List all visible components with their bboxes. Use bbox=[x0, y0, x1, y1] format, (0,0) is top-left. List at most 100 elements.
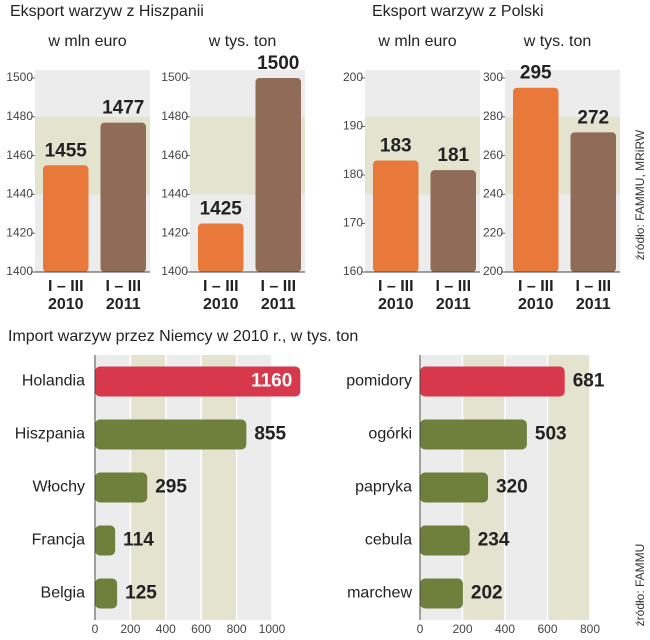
period-label: I – III bbox=[378, 278, 414, 295]
value-label: 202 bbox=[471, 583, 503, 604]
y-tick-label: 1460 bbox=[6, 148, 33, 162]
value-label: 295 bbox=[155, 477, 187, 498]
category-label: Hiszpania bbox=[15, 426, 85, 443]
period-label: I – III bbox=[518, 278, 554, 295]
x-tick-label: 600 bbox=[537, 622, 557, 636]
value-label: 1160 bbox=[251, 371, 292, 392]
y-tick-label: 170 bbox=[343, 216, 363, 230]
category-label: cebula bbox=[365, 532, 412, 549]
heading: Import warzyw przez Niemcy w 2010 r., w … bbox=[8, 328, 358, 345]
bar bbox=[255, 78, 301, 272]
subtitle: w mln euro bbox=[377, 33, 456, 50]
y-tick-label: 180 bbox=[343, 167, 363, 181]
source: źródło: FAMMU bbox=[633, 544, 647, 627]
bar bbox=[430, 170, 476, 272]
category-label: ogórki bbox=[368, 426, 412, 443]
x-tick-label: 400 bbox=[495, 622, 515, 636]
subtitle: w tys. ton bbox=[523, 33, 592, 50]
heading: Eksport warzyw z Hiszpanii bbox=[10, 3, 204, 20]
y-tick-label: 300 bbox=[483, 70, 503, 84]
period-label: I – III bbox=[48, 278, 84, 295]
value-label: 181 bbox=[437, 145, 469, 166]
period-label: I – III bbox=[575, 278, 611, 295]
y-tick-label: 200 bbox=[483, 264, 503, 278]
value-label: 234 bbox=[478, 530, 510, 551]
x-tick-label: 2010 bbox=[48, 296, 84, 313]
bar bbox=[420, 419, 527, 450]
category-label: marchew bbox=[347, 585, 412, 602]
value-label: 295 bbox=[520, 63, 552, 84]
bar bbox=[95, 578, 118, 609]
y-tick-label: 1400 bbox=[161, 264, 188, 278]
y-tick-label: 1420 bbox=[161, 225, 188, 239]
category-label: Francja bbox=[32, 532, 85, 549]
bar bbox=[95, 525, 116, 556]
x-tick-label: 800 bbox=[227, 622, 247, 636]
plot-band bbox=[201, 355, 237, 620]
x-tick-label: 800 bbox=[580, 622, 600, 636]
y-tick-label: 200 bbox=[343, 70, 363, 84]
period-label: I – III bbox=[435, 278, 471, 295]
y-tick-label: 1460 bbox=[161, 148, 188, 162]
bar bbox=[100, 122, 146, 273]
value-label: 1425 bbox=[200, 199, 243, 220]
y-tick-label: 1480 bbox=[161, 109, 188, 123]
y-tick-label: 190 bbox=[343, 119, 363, 133]
y-tick-label: 160 bbox=[343, 264, 363, 278]
period-label: I – III bbox=[105, 278, 141, 295]
x-tick-label: 600 bbox=[191, 622, 211, 636]
value-label: 1477 bbox=[102, 98, 144, 119]
y-tick-label: 1400 bbox=[6, 264, 33, 278]
value-label: 1455 bbox=[45, 140, 88, 161]
y-tick-label: 1500 bbox=[161, 70, 188, 84]
value-label: 855 bbox=[254, 424, 286, 445]
category-label: Holandia bbox=[22, 373, 85, 390]
x-tick-label: 2011 bbox=[261, 296, 296, 313]
category-label: papryka bbox=[355, 479, 412, 496]
source: źródło: FAMMU, MRiRW bbox=[633, 129, 647, 260]
y-tick-label: 260 bbox=[483, 148, 503, 162]
x-tick-label: 2011 bbox=[106, 296, 141, 313]
bar bbox=[420, 366, 565, 397]
x-tick-label: 2011 bbox=[576, 296, 611, 313]
category-label: pomidory bbox=[346, 373, 412, 390]
bar bbox=[513, 87, 559, 272]
y-tick-label: 220 bbox=[483, 225, 503, 239]
bar bbox=[95, 472, 148, 503]
x-tick-label: 400 bbox=[156, 622, 176, 636]
x-tick-label: 2010 bbox=[203, 296, 239, 313]
x-tick-label: 1000 bbox=[259, 622, 286, 636]
value-label: 125 bbox=[125, 583, 157, 604]
y-tick-label: 240 bbox=[483, 187, 503, 201]
value-label: 320 bbox=[496, 477, 528, 498]
x-tick-label: 2010 bbox=[378, 296, 414, 313]
x-tick-label: 200 bbox=[120, 622, 140, 636]
y-tick-label: 1500 bbox=[6, 70, 33, 84]
bar bbox=[373, 160, 419, 272]
period-label: I – III bbox=[203, 278, 239, 295]
y-tick-label: 1480 bbox=[6, 109, 33, 123]
x-tick-label: 0 bbox=[92, 622, 99, 636]
value-label: 1500 bbox=[257, 53, 299, 74]
bar bbox=[420, 472, 488, 503]
y-tick-label: 1420 bbox=[6, 225, 33, 239]
value-label: 272 bbox=[577, 107, 609, 128]
bar bbox=[420, 525, 470, 556]
bar bbox=[198, 223, 244, 272]
value-label: 183 bbox=[380, 135, 412, 156]
x-tick-label: 2010 bbox=[518, 296, 554, 313]
category-label: Włochy bbox=[33, 479, 85, 496]
value-label: 114 bbox=[123, 530, 154, 551]
y-tick-label: 1440 bbox=[161, 187, 188, 201]
y-tick-label: 1440 bbox=[6, 187, 33, 201]
bar bbox=[420, 578, 463, 609]
bar bbox=[570, 132, 616, 272]
bar bbox=[95, 366, 301, 397]
subtitle: w tys. ton bbox=[208, 33, 277, 50]
subtitle: w mln euro bbox=[47, 33, 126, 50]
bar bbox=[95, 419, 247, 450]
bar bbox=[43, 165, 89, 272]
x-tick-label: 0 bbox=[417, 622, 424, 636]
value-label: 503 bbox=[535, 424, 567, 445]
